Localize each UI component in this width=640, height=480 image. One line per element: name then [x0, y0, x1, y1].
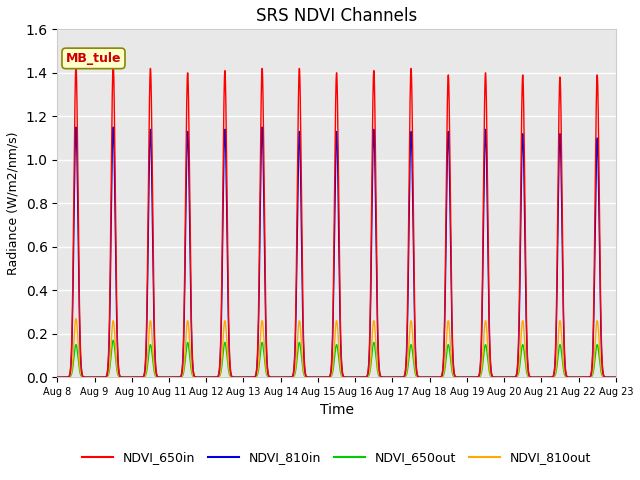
Title: SRS NDVI Channels: SRS NDVI Channels — [256, 7, 417, 25]
Text: MB_tule: MB_tule — [66, 52, 121, 65]
Y-axis label: Radiance (W/m2/nm/s): Radiance (W/m2/nm/s) — [7, 132, 20, 275]
Legend: NDVI_650in, NDVI_810in, NDVI_650out, NDVI_810out: NDVI_650in, NDVI_810in, NDVI_650out, NDV… — [77, 446, 596, 469]
X-axis label: Time: Time — [319, 403, 353, 417]
